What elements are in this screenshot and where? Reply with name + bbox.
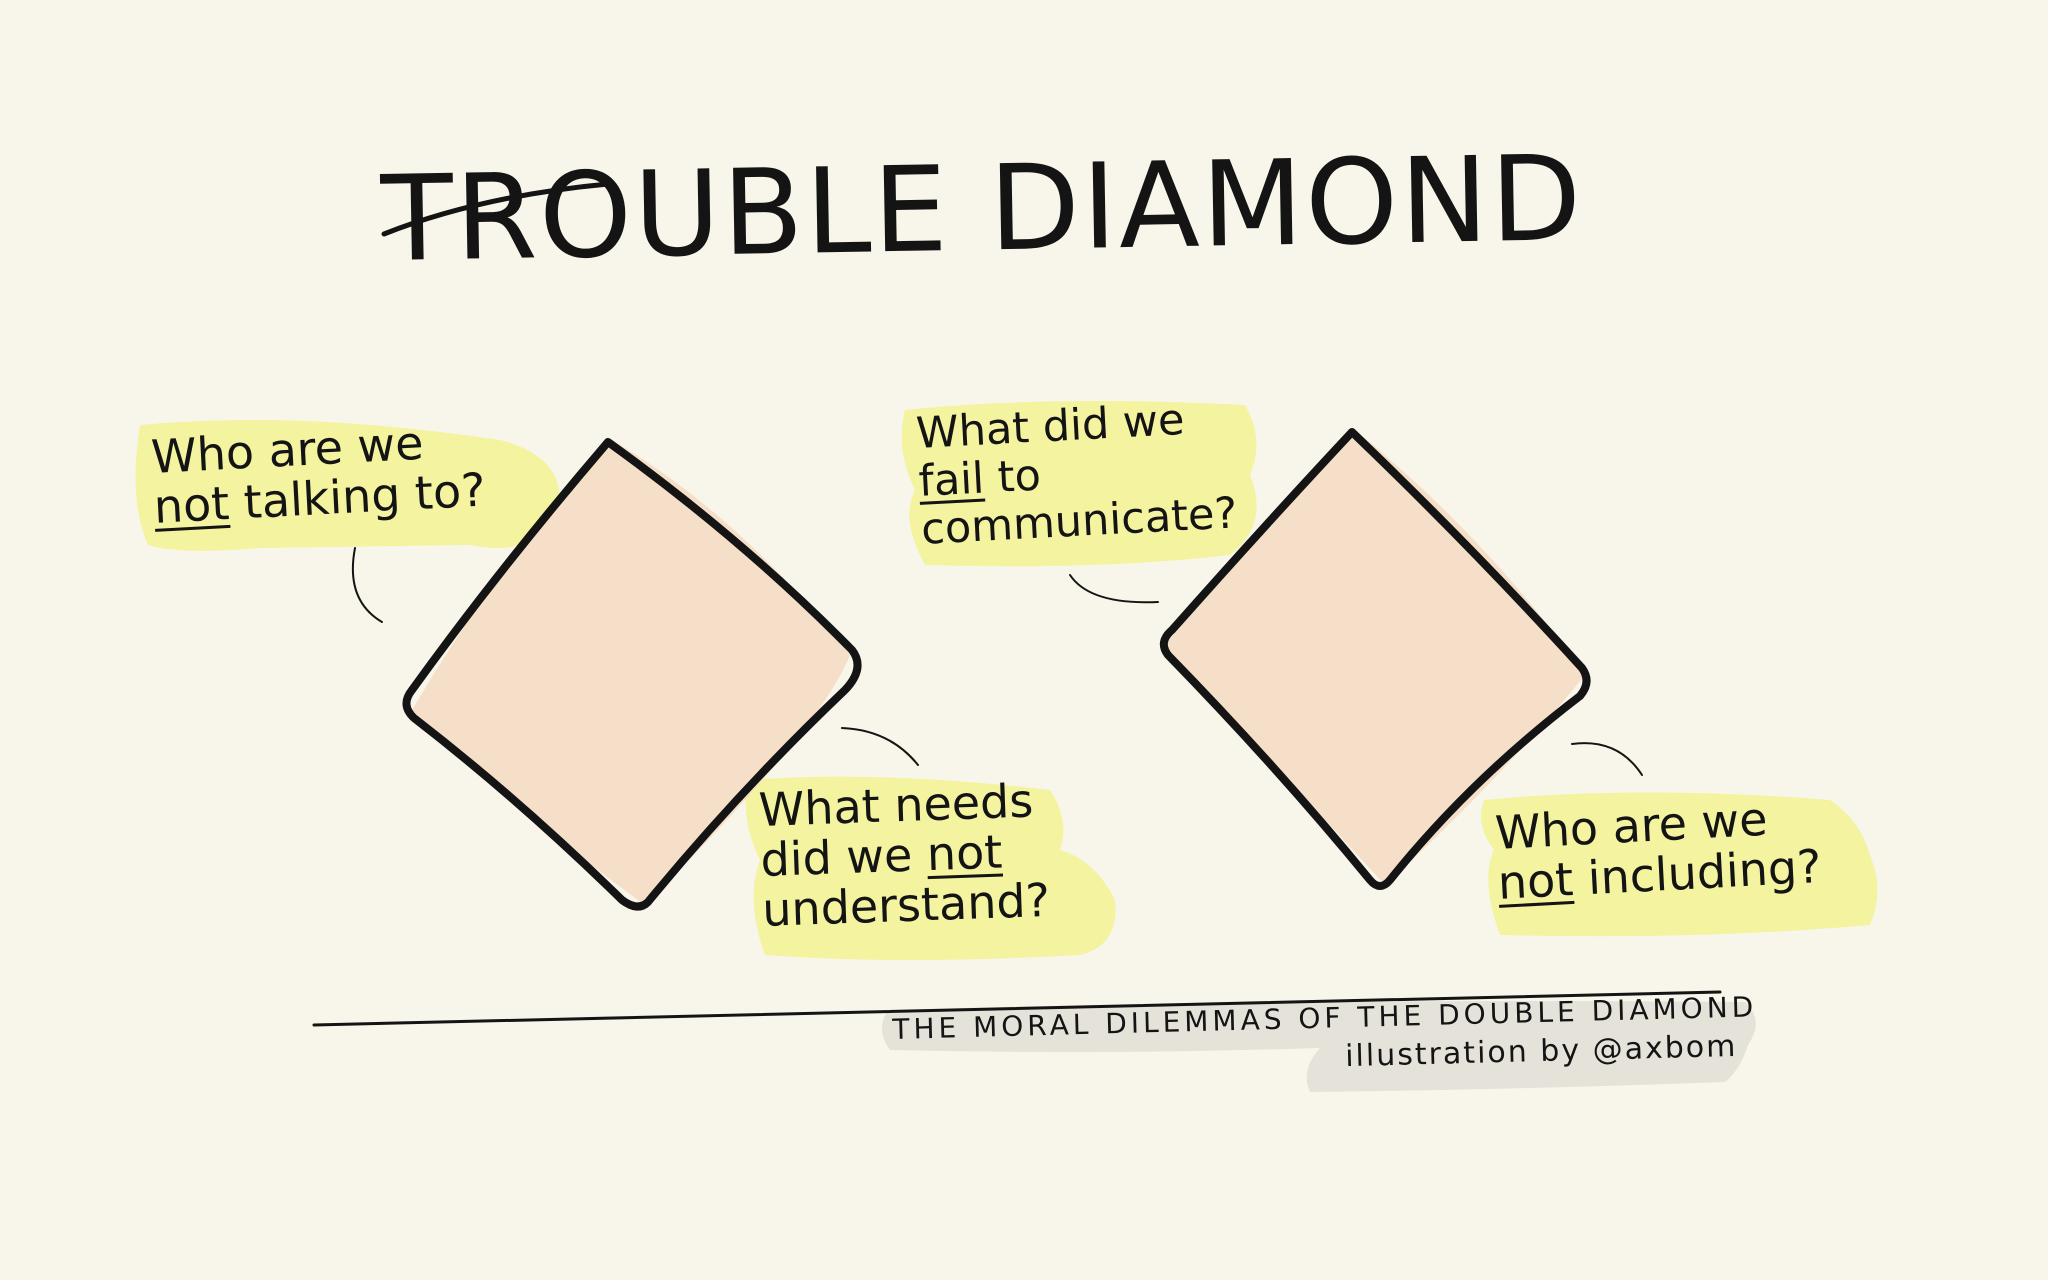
diamond-left-outline xyxy=(402,438,862,911)
connector-second-bottom xyxy=(1571,742,1643,776)
connector-first-bottom xyxy=(841,727,919,766)
highlight-layer xyxy=(135,401,1878,1092)
question-fail-communicate: What did we fail to communicate? xyxy=(915,393,1239,555)
connector-first-top xyxy=(351,547,383,623)
emphasis-word: not xyxy=(925,824,1004,882)
diamond-right-fill xyxy=(1165,430,1585,885)
emphasis-word: fail xyxy=(917,453,986,507)
highlight-needs-understand xyxy=(745,776,1116,960)
diamond-right-outline xyxy=(1159,428,1591,890)
emphasis-word: not xyxy=(152,475,231,534)
diamond-left-fill xyxy=(412,440,850,905)
highlight-caption xyxy=(881,1001,1756,1092)
question-who-not-including: Who are we not including? xyxy=(1494,791,1823,910)
question-who-not-talking: Who are we not talking to? xyxy=(150,415,487,534)
title-flourish xyxy=(381,181,611,237)
highlight-who-not-including xyxy=(1481,792,1878,937)
highlight-fail-communicate xyxy=(901,401,1257,567)
question-line: understand? xyxy=(761,872,1051,937)
page-title: TROUBLE DIAMOND xyxy=(379,129,1585,288)
connector-lines xyxy=(351,547,1643,776)
connector-second-top xyxy=(1069,574,1159,604)
emphasis-word: not xyxy=(1496,851,1575,910)
diamond-discover-define xyxy=(402,438,862,911)
highlight-who-not-talking xyxy=(135,420,560,551)
question-needs-understand: What needs did we not understand? xyxy=(757,773,1051,937)
diamond-develop-deliver xyxy=(1159,428,1591,890)
divider-line xyxy=(312,990,1722,1027)
question-line: What needs xyxy=(757,773,1035,837)
question-line-rest: to xyxy=(982,450,1043,504)
